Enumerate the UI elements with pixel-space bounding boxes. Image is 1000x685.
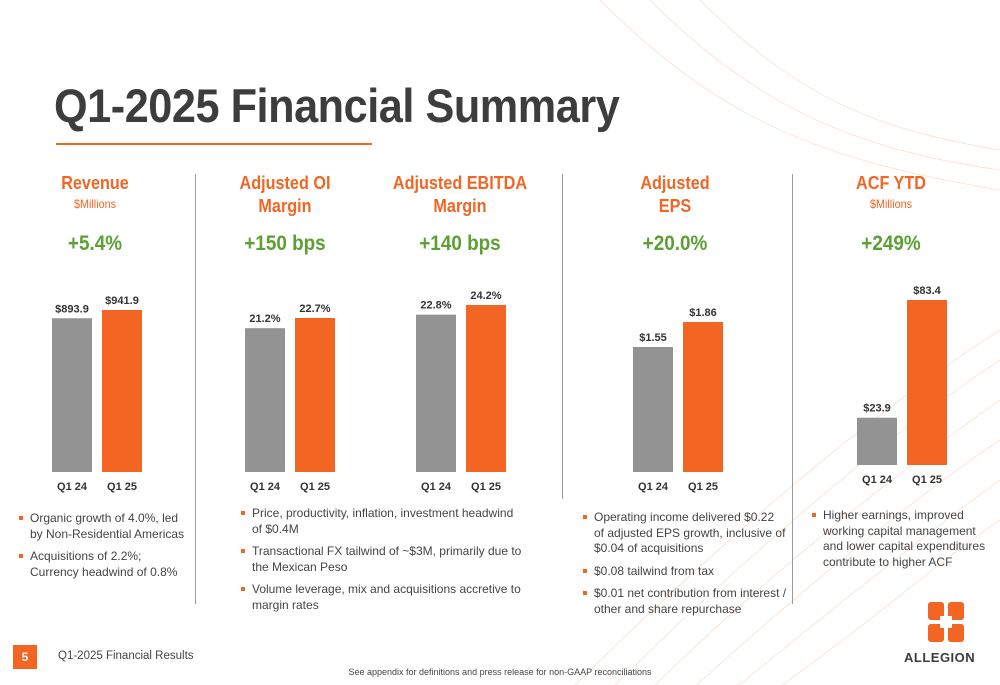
bar-q1-25 bbox=[907, 300, 947, 465]
bullet-item: $0.08 tailwind from tax bbox=[582, 564, 787, 580]
column-divider bbox=[195, 174, 196, 604]
column-divider bbox=[792, 174, 793, 604]
bullet-item: Operating income delivered $0.22 of adju… bbox=[582, 510, 787, 557]
category-label: Q1 24 bbox=[862, 474, 893, 486]
bar-value-label: $1.55 bbox=[639, 332, 667, 344]
eps-notes: Operating income delivered $0.22 of adju… bbox=[582, 510, 787, 624]
page-title: Q1-2025 Financial Summary bbox=[54, 79, 620, 132]
eps-header: Adjusted EPS bbox=[640, 173, 710, 216]
page-number: 5 bbox=[13, 645, 37, 669]
margin-notes: Price, productivity, inflation, investme… bbox=[240, 506, 525, 620]
bar-q1-25 bbox=[683, 322, 723, 472]
category-label: Q1 24 bbox=[250, 481, 281, 493]
bullet-item: Higher earnings, improved working capita… bbox=[811, 508, 991, 570]
oi-margin-change: +150 bps bbox=[244, 232, 326, 255]
bar-q1-25 bbox=[466, 305, 506, 472]
bullet-item: $0.01 net contribution from interest / o… bbox=[582, 586, 787, 617]
ebitda-margin-change: +140 bps bbox=[419, 232, 501, 255]
bar-value-label: 24.2% bbox=[470, 290, 501, 302]
category-label: Q1 25 bbox=[912, 474, 942, 486]
allegion-logo-icon bbox=[928, 602, 964, 642]
bar-value-label: $941.9 bbox=[105, 295, 139, 307]
category-label: Q1 24 bbox=[57, 481, 88, 493]
bar-value-label: $23.9 bbox=[863, 403, 891, 415]
category-label: Q1 25 bbox=[300, 481, 330, 493]
bar-q1-24 bbox=[416, 314, 456, 472]
acf-header: ACF YTD $Millions bbox=[833, 172, 950, 212]
category-label: Q1 25 bbox=[471, 481, 501, 493]
bullet-item: Volume leverage, mix and acquisitions ac… bbox=[240, 582, 525, 613]
bar-value-label: 22.8% bbox=[420, 300, 451, 312]
bullet-item: Acquisitions of 2.2%; Currency headwind … bbox=[18, 549, 188, 580]
revenue-change: +5.4% bbox=[67, 232, 123, 255]
acf-change: +249% bbox=[861, 232, 921, 255]
oi-margin-header: Adjusted OI Margin bbox=[239, 173, 331, 216]
bullet-item: Organic growth of 4.0%, led by Non-Resid… bbox=[18, 511, 188, 542]
bullet-item: Transactional FX tailwind of ~$3M, prima… bbox=[240, 544, 525, 575]
bar-value-label: $1.86 bbox=[689, 307, 717, 319]
footnote: See appendix for definitions and press r… bbox=[348, 667, 652, 677]
bar-q1-24 bbox=[633, 347, 673, 472]
bar-value-label: $83.4 bbox=[913, 285, 941, 297]
bar-q1-25 bbox=[295, 318, 335, 472]
category-label: Q1 24 bbox=[421, 481, 452, 493]
bar-value-label: $893.9 bbox=[55, 303, 89, 315]
footer-doc-title: Q1-2025 Financial Results bbox=[58, 650, 194, 662]
acf-unit: $Millions bbox=[869, 197, 913, 211]
allegion-logo-text: ALLEGION bbox=[904, 650, 976, 665]
eps-change: +20.0% bbox=[642, 232, 708, 255]
bar-value-label: 21.2% bbox=[249, 313, 280, 325]
bar-q1-24 bbox=[857, 417, 897, 465]
revenue-notes: Organic growth of 4.0%, led by Non-Resid… bbox=[18, 511, 188, 587]
bar-value-label: 22.7% bbox=[299, 303, 330, 315]
column-divider bbox=[562, 174, 563, 499]
ebitda-margin-header: Adjusted EBITDA Margin bbox=[392, 173, 528, 216]
title-underline bbox=[56, 143, 372, 145]
revenue-header: Revenue $Millions bbox=[37, 172, 154, 212]
category-label: Q1 24 bbox=[638, 481, 669, 493]
acf-notes: Higher earnings, improved working capita… bbox=[811, 508, 991, 577]
bar-q1-24 bbox=[52, 318, 92, 472]
bar-q1-25 bbox=[102, 310, 142, 472]
bar-q1-24 bbox=[245, 328, 285, 472]
revenue-unit: $Millions bbox=[73, 197, 117, 211]
bullet-item: Price, productivity, inflation, investme… bbox=[240, 506, 525, 537]
category-label: Q1 25 bbox=[688, 481, 718, 493]
category-label: Q1 25 bbox=[107, 481, 137, 493]
